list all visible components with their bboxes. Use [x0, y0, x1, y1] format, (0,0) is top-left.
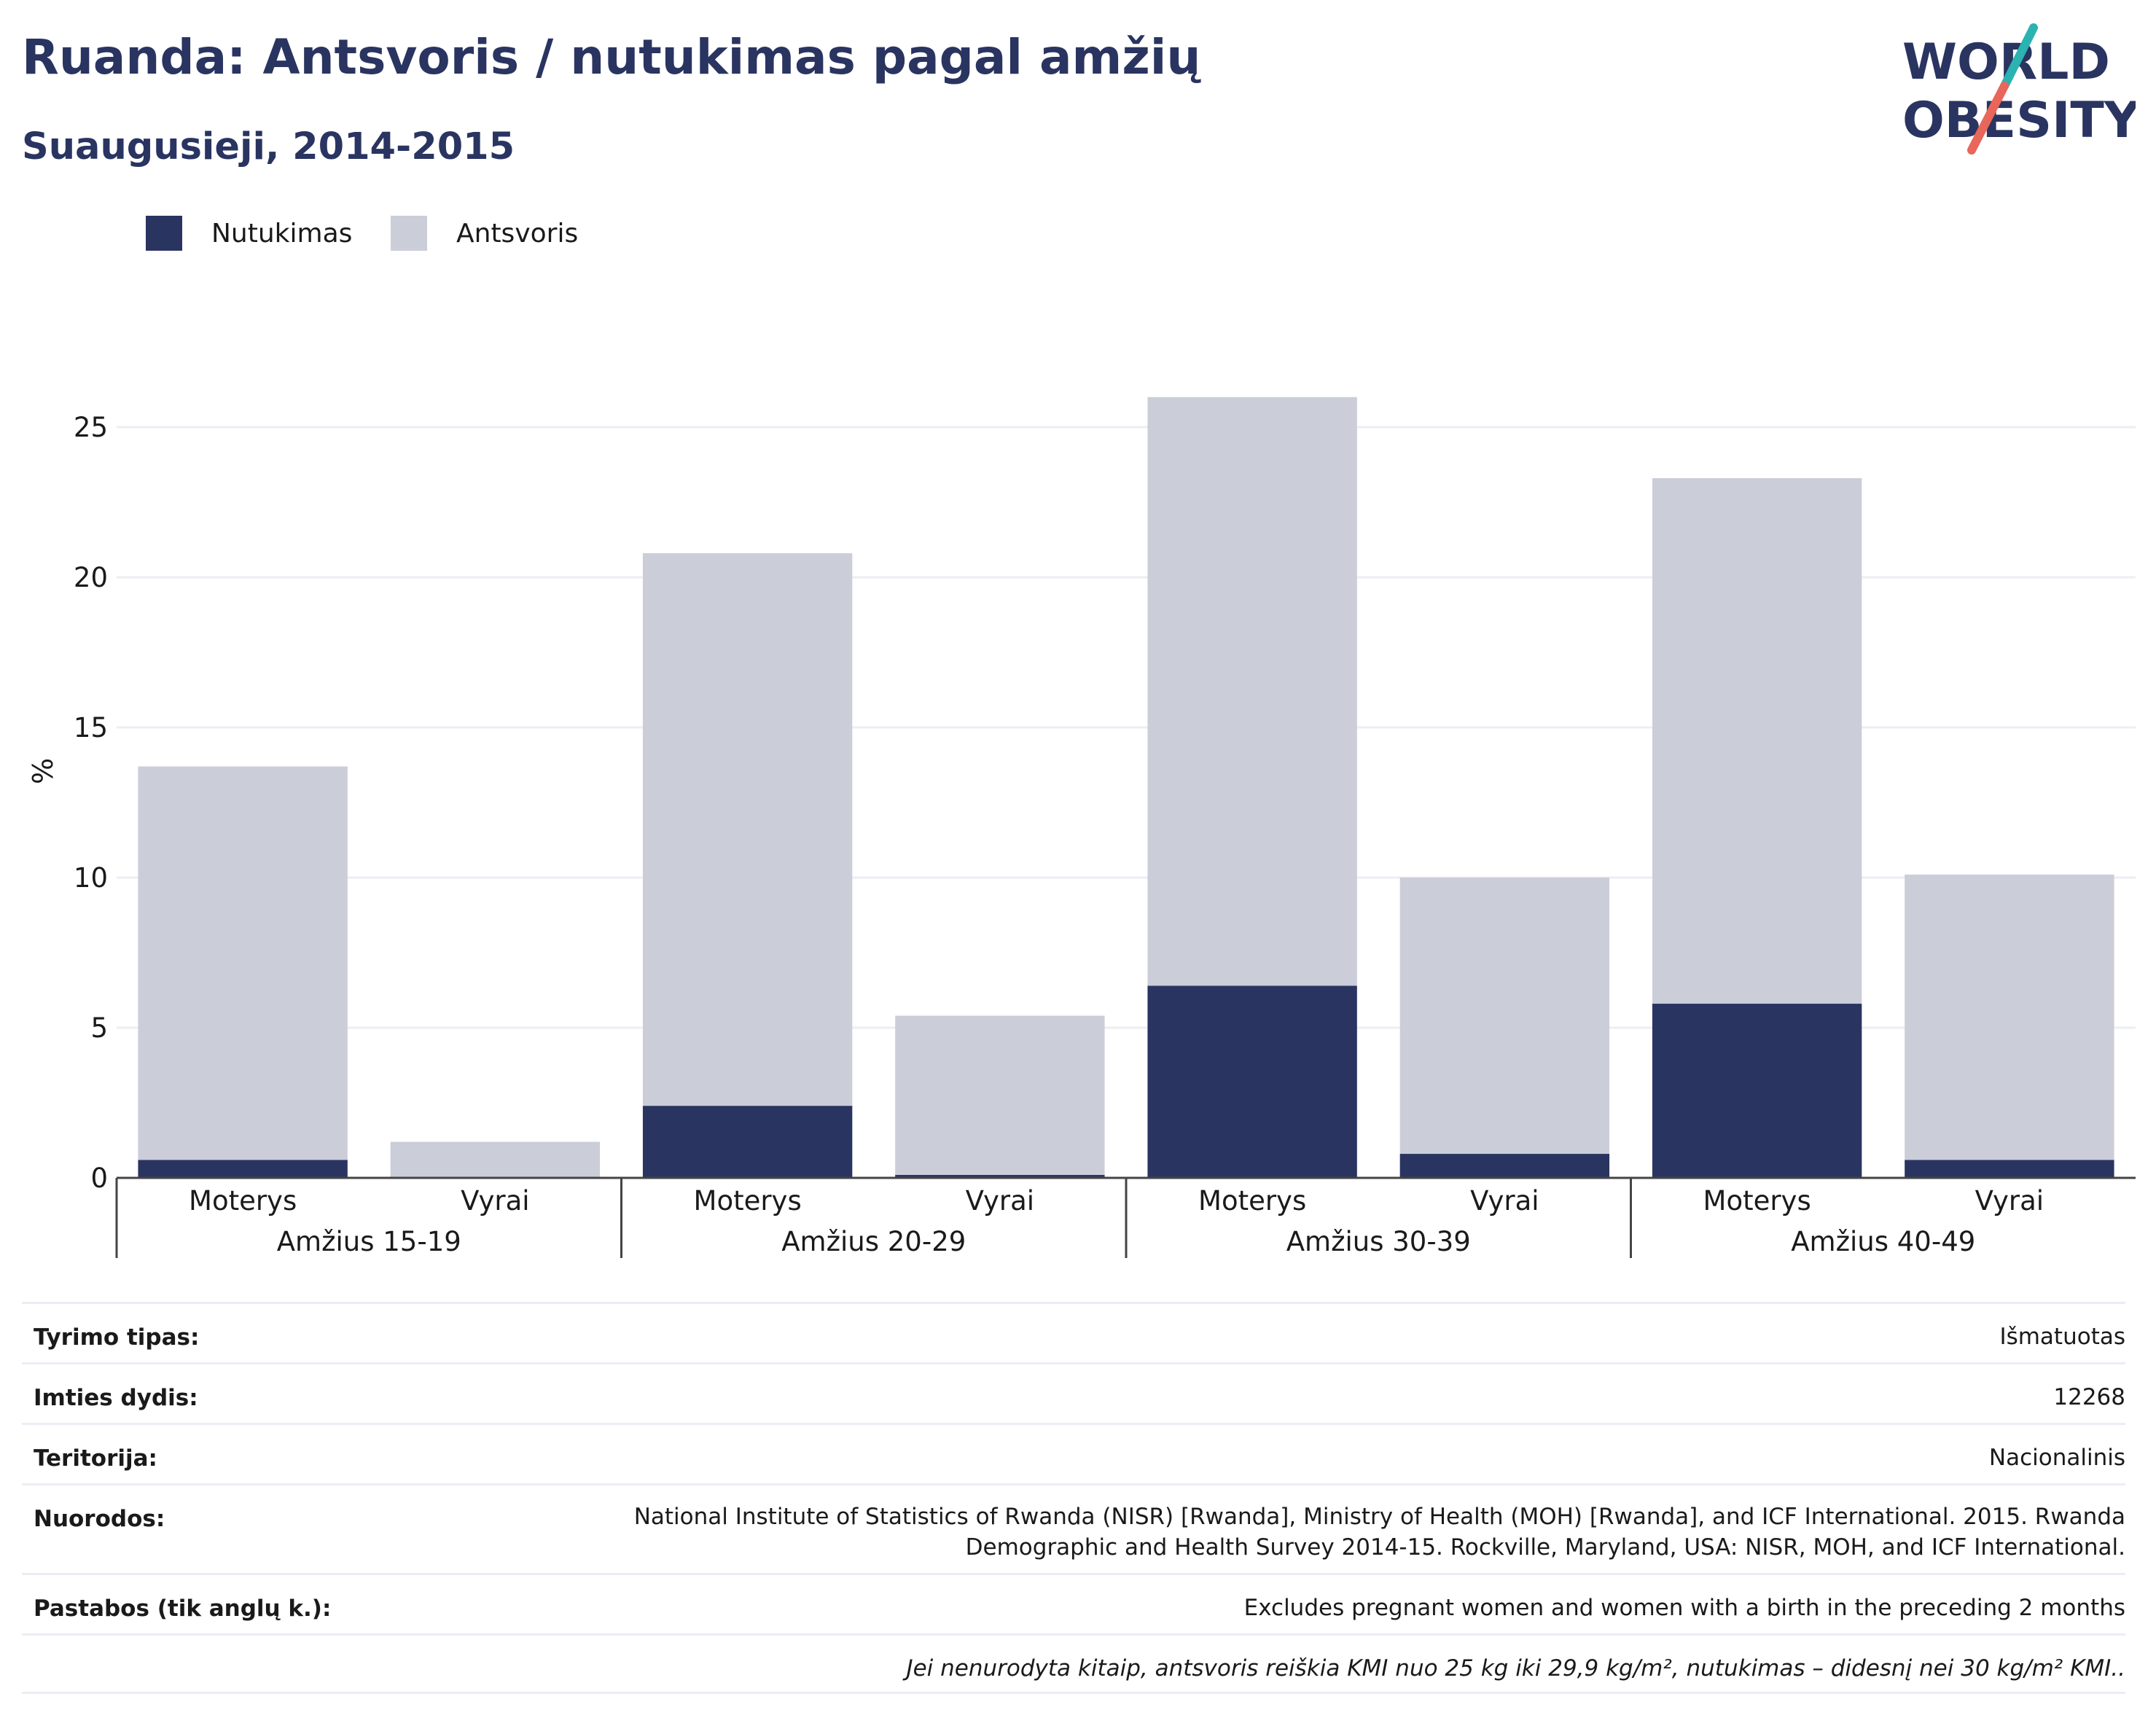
- x-category-label-6: Moterys: [1703, 1185, 1811, 1216]
- info-label-references: Nuorodos:: [34, 1506, 165, 1532]
- axes: 0 5 10 15 20 25 Moterys Vyrai Moterys Vyrai Motery…: [74, 412, 2136, 1258]
- bars: [138, 397, 2114, 1178]
- bar-nutukimas-3[interactable]: [895, 1174, 1105, 1178]
- stacked-bar-chart: 0 5 10 15 20 25 Moterys Vyrai Moterys Vyrai Motery…: [27, 397, 2136, 1258]
- info-value-notes: Excludes pregnant women and women with a…: [1243, 1595, 2125, 1621]
- info-row-survey-type: Tyrimo tipas: Išmatuotas: [22, 1302, 2125, 1362]
- logo-word-obesity: OBESITY: [1902, 92, 2136, 149]
- info-row-references: Nuorodos: National Institute of Statisti…: [22, 1483, 2125, 1573]
- bar-nutukimas-6[interactable]: [1652, 1004, 1862, 1178]
- bar-antsvoris-2[interactable]: [642, 553, 853, 1106]
- y-tick-label-25: 25: [74, 412, 108, 443]
- info-value-territory: Nacionalinis: [1988, 1445, 2125, 1471]
- x-group-label-3: Amžius 40-49: [1791, 1226, 1975, 1257]
- survey-info-table: Tyrimo tipas: Išmatuotas Imties dydis: 1…: [22, 1302, 2125, 1694]
- bar-antsvoris-1[interactable]: [390, 1141, 601, 1178]
- bar-antsvoris-5[interactable]: [1399, 878, 1610, 1155]
- legend-swatch-antsvoris: [391, 216, 427, 251]
- y-tick-label-0: 0: [90, 1163, 108, 1194]
- bar-nutukimas-2[interactable]: [642, 1106, 853, 1178]
- info-value-references: National Institute of Statistics of Rwan…: [633, 1504, 2125, 1561]
- bar-nutukimas-4[interactable]: [1147, 985, 1357, 1178]
- bar-antsvoris-4[interactable]: [1147, 397, 1357, 986]
- x-category-label-0: Moterys: [189, 1185, 297, 1216]
- y-tick-label-10: 10: [74, 862, 108, 894]
- x-category-label-3: Vyrai: [966, 1185, 1034, 1216]
- info-label-notes: Pastabos (tik anglų k.):: [34, 1596, 332, 1622]
- x-category-label-5: Vyrai: [1470, 1185, 1539, 1216]
- legend-label-nutukimas: Nutukimas: [211, 219, 353, 249]
- bar-nutukimas-0[interactable]: [138, 1160, 348, 1178]
- info-label-territory: Teritorija:: [34, 1445, 157, 1472]
- info-value-survey-type: Išmatuotas: [1999, 1324, 2125, 1350]
- x-group-label-0: Amžius 15-19: [277, 1226, 461, 1257]
- bar-nutukimas-5[interactable]: [1399, 1154, 1610, 1178]
- bar-nutukimas-7[interactable]: [1905, 1160, 2114, 1178]
- logo-slash-teal: [2000, 23, 2038, 90]
- info-label-sample-size: Imties dydis:: [34, 1385, 198, 1411]
- x-category-label-1: Vyrai: [461, 1185, 529, 1216]
- chart-subtitle: Suaugusieji, 2014-2015: [22, 125, 515, 168]
- y-tick-label-20: 20: [74, 562, 108, 593]
- legend-label-antsvoris: Antsvoris: [456, 219, 579, 249]
- logo-slash-coral: [1967, 82, 2009, 155]
- x-group-label-2: Amžius 30-39: [1286, 1226, 1471, 1257]
- info-label-survey-type: Tyrimo tipas:: [34, 1324, 200, 1351]
- info-value-sample-size: 12268: [2053, 1384, 2125, 1410]
- y-axis-label: %: [27, 758, 59, 784]
- y-tick-label-15: 15: [74, 712, 108, 743]
- x-category-label-2: Moterys: [694, 1185, 802, 1216]
- x-category-label-4: Moterys: [1198, 1185, 1306, 1216]
- x-group-label-1: Amžius 20-29: [781, 1226, 966, 1257]
- footnote-text: Jei nenurodyta kitaip, antsvoris reiškia…: [906, 1655, 2125, 1682]
- info-row-notes: Pastabos (tik anglų k.): Excludes pregna…: [22, 1573, 2125, 1633]
- bar-antsvoris-3[interactable]: [895, 1015, 1105, 1175]
- chart-title: Ruanda: Antsvoris / nutukimas pagal amži…: [22, 29, 1201, 85]
- y-tick-label-5: 5: [90, 1012, 108, 1044]
- info-row-footnote: Jei nenurodyta kitaip, antsvoris reiškia…: [22, 1633, 2125, 1694]
- legend-swatch-nutukimas: [146, 216, 182, 251]
- bar-antsvoris-0[interactable]: [138, 766, 348, 1160]
- info-row-sample-size: Imties dydis: 12268: [22, 1362, 2125, 1423]
- x-category-label-7: Vyrai: [1975, 1185, 2044, 1216]
- bar-antsvoris-7[interactable]: [1905, 874, 2114, 1160]
- info-row-territory: Teritorija: Nacionalinis: [22, 1423, 2125, 1483]
- world-obesity-logo: WORLD OBESITY: [1902, 23, 2136, 155]
- bar-antsvoris-6[interactable]: [1652, 478, 1862, 1004]
